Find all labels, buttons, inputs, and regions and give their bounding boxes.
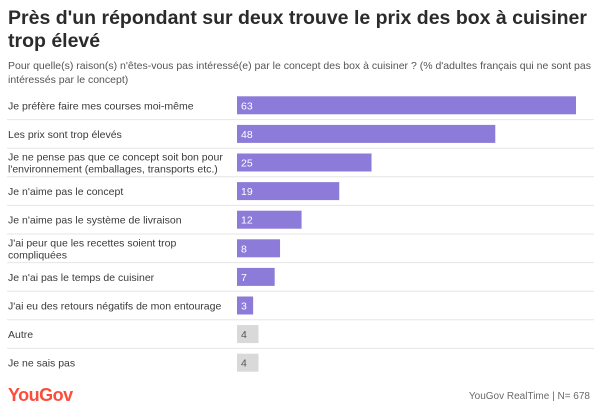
category-label: Les prix sont trop élevés [8,129,122,141]
value-label: 7 [241,272,247,284]
value-label: 8 [241,243,247,255]
category-label: J'ai eu des retours négatifs de mon ento… [8,301,221,313]
category-label: Je ne pense pas que ce concept soit bon … [8,152,223,176]
value-label: 63 [241,100,253,112]
bar-chart: Je préfère faire mes courses moi-même 63 L… [7,96,594,372]
value-label: 3 [241,301,247,313]
bar [237,182,340,201]
chart-subtitle: Pour quelle(s) raison(s) n'êtes-vous pas… [8,60,591,86]
category-label: Autre [8,329,33,341]
value-label: 48 [241,129,253,141]
bar [237,153,372,172]
bar [237,239,281,258]
category-label: Je n'ai pas le temps de cuisiner [8,272,155,284]
bar [237,96,576,115]
yougov-logo: YouGov [8,385,73,405]
value-label: 12 [241,215,253,227]
bar [237,325,259,344]
source-note: YouGov RealTime | N= 678 [468,391,590,402]
value-label: 19 [241,186,253,198]
category-label: Je ne sais pas [8,358,75,370]
bar [237,210,302,229]
value-label: 25 [241,158,253,170]
value-label: 4 [241,329,247,341]
category-label: Je préfère faire mes courses moi-même [8,100,194,112]
value-label: 4 [241,358,247,370]
chart-title: Près d'un répondant sur deux trouve le p… [8,7,587,52]
bar [237,296,254,315]
category-label: Je n'aime pas le système de livraison [8,215,182,227]
category-label: Je n'aime pas le concept [8,186,123,198]
category-label: J'ai peur que les recettes soient trop co… [8,237,177,261]
bar [237,267,275,286]
bar [237,353,259,372]
bar [237,124,496,143]
